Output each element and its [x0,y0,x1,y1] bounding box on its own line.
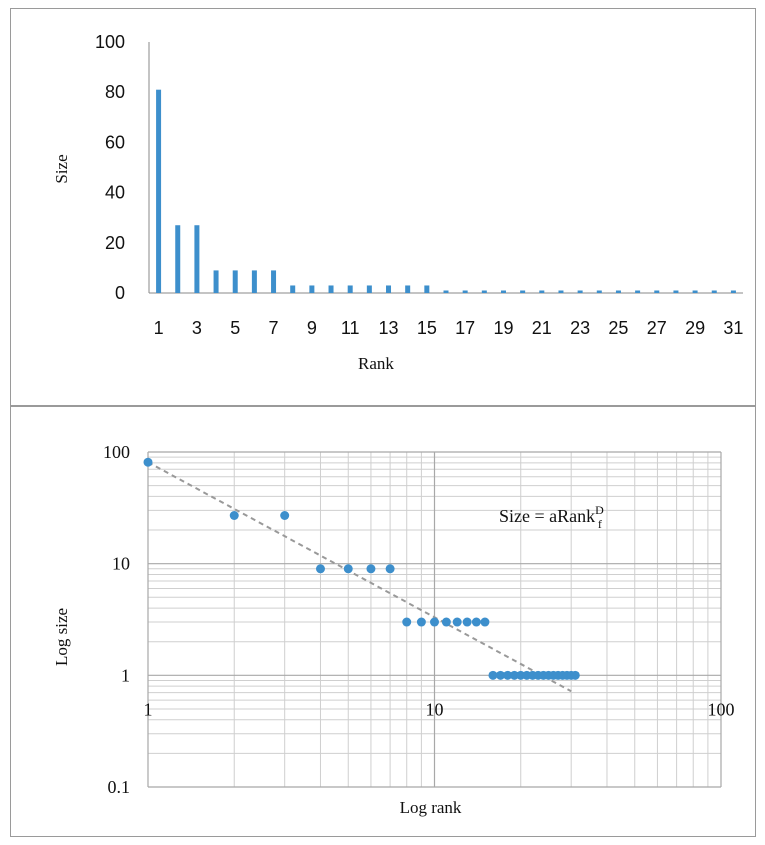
bar [309,285,315,293]
x-tick-label: 23 [570,318,590,338]
data-point [385,564,395,574]
data-point [229,510,239,520]
x-tick-label: 100 [708,699,735,719]
x-tick-label: 31 [723,318,743,338]
bar [577,290,583,293]
x-axis-title: Log rank [400,798,462,817]
bar [156,89,162,293]
data-point [471,617,481,627]
data-point [143,457,153,467]
bar [500,290,506,293]
y-tick-label: 80 [105,82,125,102]
y-tick-label: 1 [121,665,130,685]
x-tick-label: 10 [426,699,444,719]
bar [251,270,257,293]
bar [443,290,449,293]
x-tick-label: 15 [417,318,437,338]
data-point [441,617,451,627]
bar [539,290,545,293]
data-point [509,670,519,680]
y-tick-label: 60 [105,132,125,152]
bar [271,270,277,293]
log-scatter-panel: 0.1 1 10 100 1 10 100 Size = aRankD f Log rank Log… [10,406,756,837]
bar [596,290,602,293]
x-tick-label: 1 [154,318,164,338]
data-point [496,670,506,680]
y-tick-label: 100 [103,442,130,462]
bar [654,290,660,293]
x-tick-label: 9 [307,318,317,338]
bar [328,285,334,293]
bar [424,285,430,293]
x-tick-label: 17 [455,318,475,338]
data-point [366,564,376,574]
x-tick-label: 11 [341,318,360,338]
x-tick-label: 1 [144,699,153,719]
bar [481,290,487,293]
y-tick-label: 10 [112,554,130,574]
data-point [343,564,353,574]
bar [462,290,468,293]
x-tick-label: 25 [608,318,628,338]
data-point [570,670,580,680]
bar [520,290,526,293]
data-point [452,617,462,627]
bar [290,285,296,293]
bar [730,290,736,293]
y-tick-label: 0 [115,283,125,303]
y-tick-label: 20 [105,233,125,253]
x-tick-label: 21 [532,318,552,338]
bar [232,270,238,293]
bar [194,225,200,293]
bar-chart-panel: 0 20 40 60 80 100 1 3 5 7 9 11 13 15 17 19 21 23 25 27 29 31 R… [10,8,756,406]
bar [692,290,698,293]
bar [711,290,717,293]
x-axis-title: Rank [358,354,394,373]
x-tick-label: 19 [493,318,513,338]
data-point [430,617,439,627]
x-tick-label: 27 [647,318,667,338]
x-tick-label: 5 [230,318,240,338]
data-point [488,670,498,680]
bar [405,285,411,293]
bar [615,290,621,293]
bar [347,285,353,293]
bar [673,290,679,293]
data-point [480,617,490,627]
y-tick-label: 100 [95,32,125,52]
data-point [280,510,290,520]
data-point [416,617,426,627]
bar [366,285,372,293]
x-tick-label: 3 [192,318,202,338]
bar [213,270,219,293]
data-point [402,617,412,627]
x-tick-label: 13 [379,318,399,338]
x-tick-label: 29 [685,318,705,338]
data-point [315,564,325,574]
formula-annotation: Size = aRankD f [499,503,604,531]
bar [635,290,641,293]
x-tick-label: 7 [269,318,279,338]
bar [558,290,564,293]
bar [175,225,181,293]
data-point [503,670,513,680]
bar [386,285,392,293]
y-tick-label: 0.1 [108,777,131,797]
y-tick-label: 40 [105,183,125,203]
y-axis-title: Log size [52,608,71,666]
data-point [462,617,472,627]
y-axis-title: Size [52,154,71,183]
log-scatter-chart: 0.1 1 10 100 1 10 100 Size = aRankD f Log rank Log… [52,442,735,817]
